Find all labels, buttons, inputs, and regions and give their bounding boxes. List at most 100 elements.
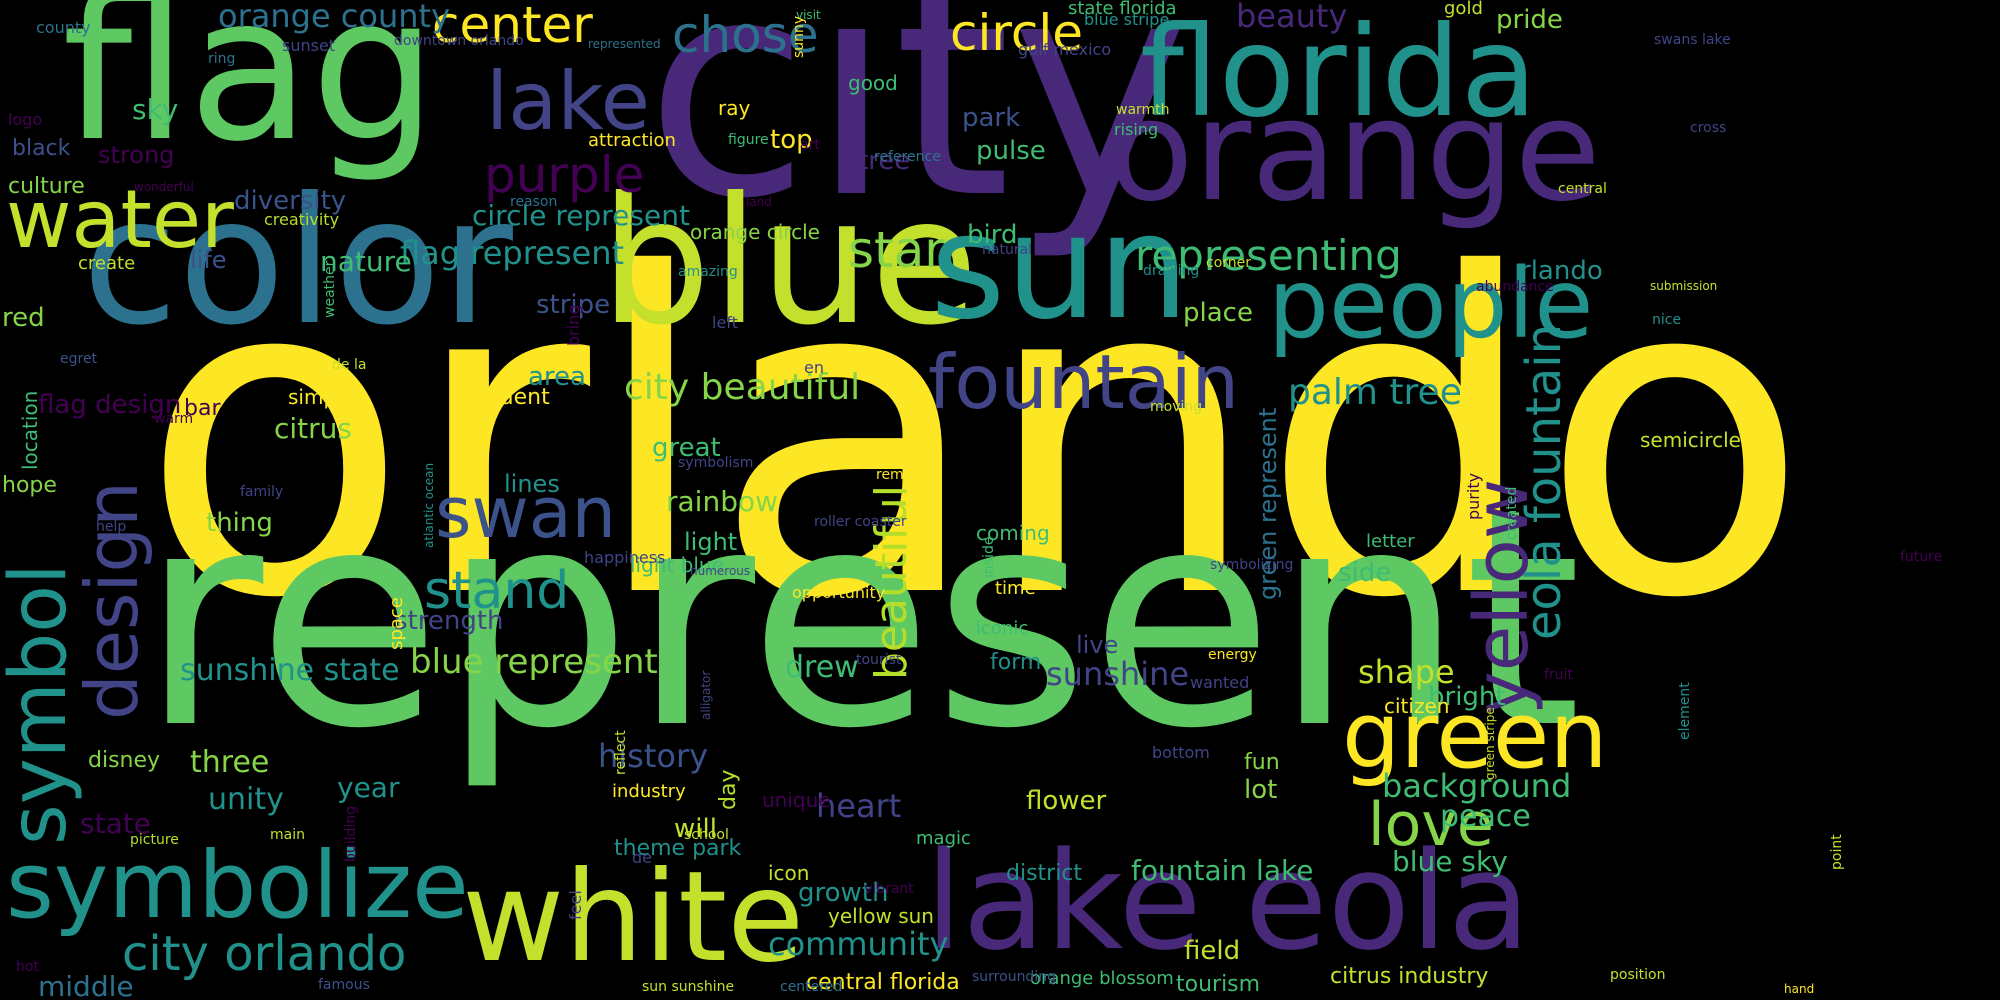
word-purity: purity — [1464, 472, 1483, 520]
word-nice: nice — [1652, 312, 1682, 328]
word-symbol: symbol — [0, 563, 84, 845]
word-represented: represented — [588, 37, 661, 51]
word-orange-circle: orange circle — [690, 220, 820, 244]
word-symbolize: symbolize — [6, 832, 469, 939]
word-lake-eola: lake eola — [925, 823, 1531, 980]
word-center: center — [432, 0, 593, 54]
word-year: year — [337, 771, 400, 804]
word-pride: pride — [1496, 5, 1563, 35]
word-point: point — [1829, 834, 1845, 870]
word-picture: picture — [130, 832, 179, 848]
word-sky: sky — [132, 93, 179, 126]
word-background: background — [1382, 767, 1572, 805]
word-water: water — [6, 173, 234, 266]
word-opportunity: opportunity — [792, 583, 886, 602]
word-left: left — [712, 313, 738, 332]
word-life: life — [190, 246, 227, 274]
word-area: area — [528, 362, 586, 392]
word-element: element — [1677, 682, 1693, 740]
word-corner: corner — [1206, 255, 1252, 271]
word-building: building — [343, 805, 359, 862]
word-created: created — [1504, 486, 1520, 540]
word-tourism: tourism — [1176, 972, 1261, 997]
word-warmth: warmth — [1116, 102, 1170, 118]
word-culture: culture — [8, 174, 85, 199]
word-natural: natural — [982, 242, 1033, 258]
word-blue: blue — [600, 161, 979, 364]
word-will: will — [674, 814, 717, 844]
word-surrounding: surrounding — [972, 969, 1056, 985]
word-main: main — [270, 827, 305, 843]
word-diversity: diversity — [234, 186, 347, 216]
word-hope: hope — [2, 473, 57, 498]
word-unity: unity — [208, 782, 284, 817]
word-shape: shape — [1358, 653, 1455, 691]
word-orlando: orlando — [140, 182, 1810, 694]
word-unique: unique — [762, 788, 831, 812]
word-county: county — [36, 18, 91, 37]
word-magic: magic — [916, 828, 971, 849]
word-citrus: citrus — [274, 412, 352, 445]
word-school: school — [684, 827, 729, 843]
word-white: white — [462, 845, 805, 990]
word-sunshine: sunshine — [1046, 655, 1190, 693]
word-space: space — [386, 597, 407, 650]
word-drew: drew — [785, 650, 859, 685]
word-stripe: stripe — [536, 290, 611, 320]
word-downtown-orlando: downtown orlando — [394, 33, 524, 49]
word-chose: chose — [672, 6, 819, 64]
word-good: good — [848, 71, 898, 95]
word-warm: warm — [154, 411, 194, 427]
word-representing: representing — [1135, 231, 1402, 280]
word-flag-design: flag design — [38, 390, 182, 420]
word-icon: icon — [768, 861, 810, 885]
word-ray: ray — [718, 96, 751, 120]
word-community: community — [768, 925, 949, 963]
word-swan: swan — [435, 472, 616, 554]
word-city-orlando: city orlando — [122, 926, 407, 982]
word-industry: industry — [612, 781, 686, 802]
word-de-la: de la — [332, 357, 367, 373]
word-wanted: wanted — [1190, 673, 1250, 692]
word-hand: hand — [1784, 982, 1815, 996]
word-family: family — [240, 484, 284, 500]
word-light-blue: light blue — [630, 553, 724, 577]
word-city-beautiful: city beautiful — [624, 367, 861, 408]
word-fountain-lake: fountain lake — [1131, 854, 1314, 887]
word-form: form — [990, 650, 1042, 675]
word-flower: flower — [1026, 786, 1107, 816]
word-fountain: fountain — [928, 338, 1240, 426]
word-symbolism: symbolism — [678, 455, 754, 471]
word-vibrant: vibrant — [864, 881, 914, 897]
word-rlando: rlando — [1520, 256, 1603, 286]
word-day: day — [716, 769, 741, 810]
word-yellow-sun: yellow sun — [828, 904, 934, 928]
word-semicircle: semicircle — [1640, 428, 1741, 452]
word-green-stripe: green stripe — [1483, 707, 1497, 780]
word-side: side — [1338, 558, 1392, 588]
word-blue-sky: blue sky — [1392, 845, 1508, 878]
word-gold: gold — [1444, 0, 1483, 19]
word-submission: submission — [1650, 279, 1718, 293]
word-remind: remind — [876, 467, 926, 483]
word-figure: figure — [728, 132, 769, 148]
word-art: art — [800, 137, 820, 153]
word-atlantic-ocean: atlantic ocean — [422, 462, 436, 548]
word-logo: logo — [8, 110, 43, 129]
word-district: district — [1006, 861, 1083, 886]
word-feel: feel — [566, 890, 585, 920]
word-location: location — [18, 390, 42, 470]
word-create: create — [78, 253, 136, 274]
word-park: park — [962, 103, 1021, 133]
word-drawing: drawing — [1143, 263, 1200, 279]
word-rising: rising — [1114, 120, 1159, 139]
word-disney: disney — [88, 748, 161, 773]
word-people: people — [1268, 248, 1594, 360]
word-fun: fun — [1244, 750, 1280, 775]
word-eola-fountain: eola fountain — [1516, 323, 1572, 640]
word-lines: lines — [504, 470, 560, 498]
word-design: design — [70, 481, 154, 720]
word-orange-county: orange county — [218, 0, 451, 35]
word-circle-represent: circle represent — [472, 199, 690, 232]
word-red: red — [2, 303, 45, 333]
